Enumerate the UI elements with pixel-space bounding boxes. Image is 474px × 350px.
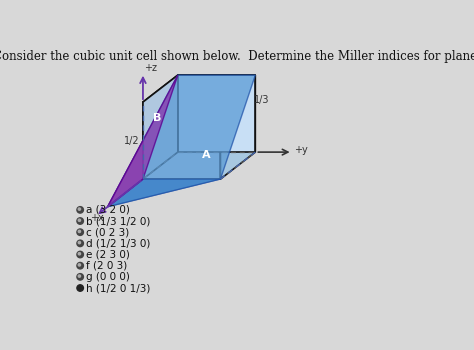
Text: +x: +x <box>90 213 103 223</box>
Polygon shape <box>143 75 255 102</box>
Polygon shape <box>220 75 255 179</box>
Text: d (1/2 1/3 0): d (1/2 1/3 0) <box>86 238 151 248</box>
Text: 1/3: 1/3 <box>254 95 269 105</box>
Text: B: B <box>153 113 161 123</box>
Text: e (2 3 0): e (2 3 0) <box>86 250 130 259</box>
Text: b (1/3 1/2 0): b (1/3 1/2 0) <box>86 216 151 226</box>
Polygon shape <box>143 75 178 179</box>
Circle shape <box>77 251 83 258</box>
Text: c (0 2 3): c (0 2 3) <box>86 227 129 237</box>
Polygon shape <box>178 75 255 152</box>
Text: g (0 0 0): g (0 0 0) <box>86 272 130 282</box>
Text: 1/2: 1/2 <box>124 135 140 146</box>
Circle shape <box>78 253 81 255</box>
Text: f (2 0 3): f (2 0 3) <box>86 261 128 271</box>
Text: a (3 2 0): a (3 2 0) <box>86 205 130 215</box>
Text: +z: +z <box>145 63 157 73</box>
Polygon shape <box>143 102 220 179</box>
Circle shape <box>77 274 83 280</box>
Circle shape <box>78 264 81 266</box>
Polygon shape <box>108 75 178 207</box>
Circle shape <box>77 218 83 224</box>
Circle shape <box>78 208 81 210</box>
Text: h (1/2 0 1/3): h (1/2 0 1/3) <box>86 283 151 293</box>
Polygon shape <box>108 75 255 207</box>
Circle shape <box>77 285 83 291</box>
Circle shape <box>77 262 83 269</box>
Circle shape <box>78 275 81 277</box>
Circle shape <box>77 240 83 247</box>
Circle shape <box>78 241 81 244</box>
Text: Consider the cubic unit cell shown below.  Determine the Miller indices for plan: Consider the cubic unit cell shown below… <box>0 50 474 63</box>
Polygon shape <box>108 179 220 207</box>
Text: +y: +y <box>294 145 308 155</box>
Circle shape <box>78 230 81 233</box>
Circle shape <box>77 229 83 236</box>
Text: A: A <box>202 149 211 160</box>
Circle shape <box>78 219 81 222</box>
Polygon shape <box>108 141 143 207</box>
Circle shape <box>77 206 83 213</box>
